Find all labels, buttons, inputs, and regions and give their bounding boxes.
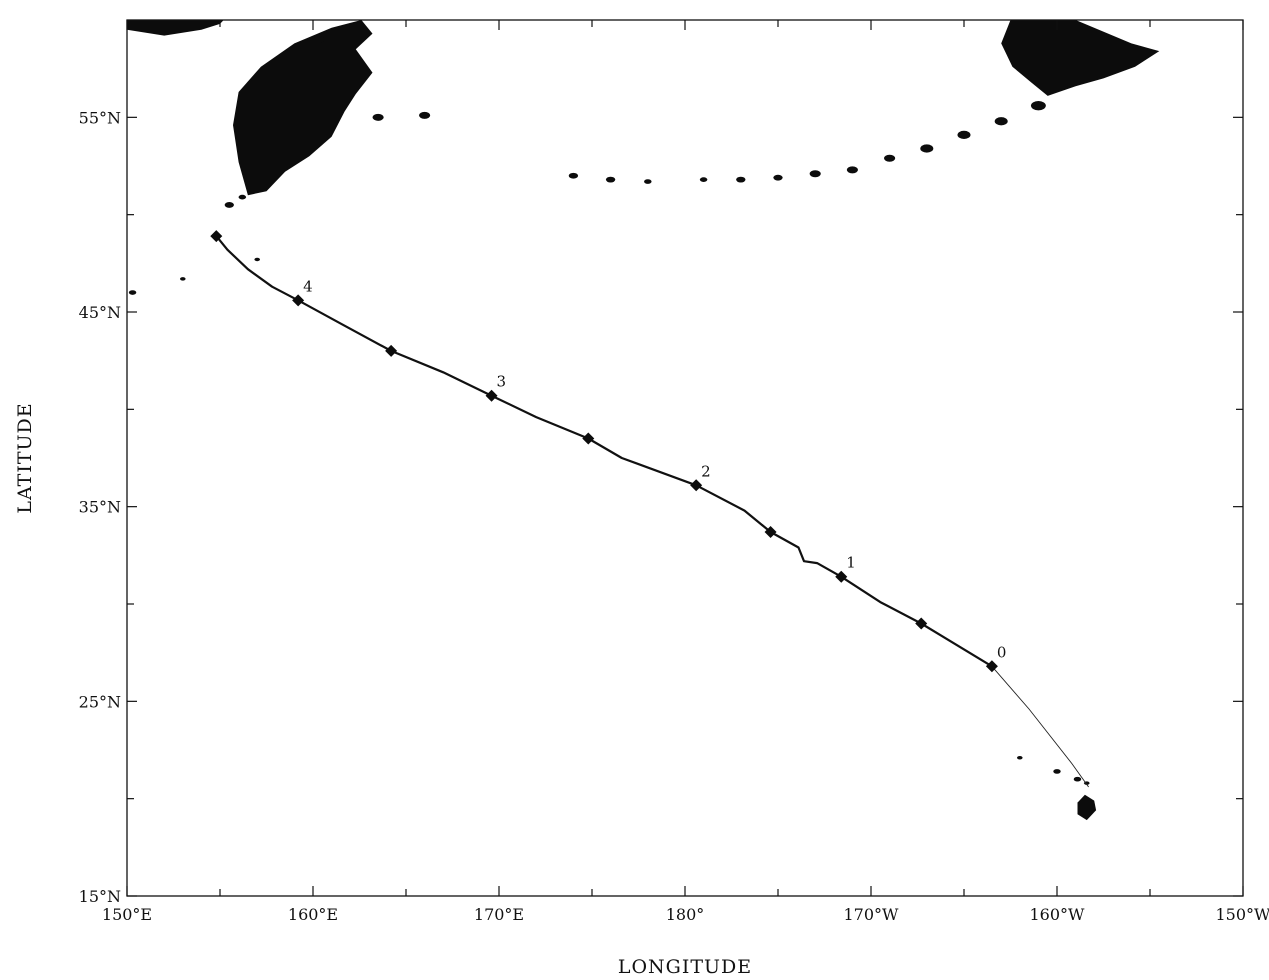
hawaii-island xyxy=(1077,794,1097,821)
island xyxy=(254,257,260,262)
okhotsk-coast-landmass xyxy=(127,20,224,36)
x-axis-title: LONGITUDE xyxy=(618,956,752,978)
island xyxy=(809,170,821,178)
track-day-label: 0 xyxy=(997,643,1007,661)
track-marker xyxy=(985,660,998,673)
track-day-label: 3 xyxy=(497,373,507,391)
x-tick-label: 170°E xyxy=(474,905,524,924)
y-tick-label: 45°N xyxy=(79,303,121,322)
island xyxy=(238,194,247,200)
track-marker xyxy=(915,617,928,630)
x-tick-label: 160°W xyxy=(1030,905,1086,924)
x-tick-label: 170°W xyxy=(844,905,900,924)
y-tick-label: 35°N xyxy=(79,498,121,517)
track-marker xyxy=(485,389,498,402)
island xyxy=(372,113,384,121)
x-tick-label: 150°W xyxy=(1216,905,1269,924)
island xyxy=(736,176,746,183)
island xyxy=(1030,100,1046,111)
y-axis-title: LATITUDE xyxy=(14,402,36,513)
island xyxy=(994,117,1008,126)
track-marker xyxy=(764,525,777,538)
island xyxy=(1073,776,1082,782)
island xyxy=(644,179,652,184)
track-line xyxy=(215,235,993,668)
y-tick-label: 25°N xyxy=(79,692,121,711)
x-tick-label: 160°E xyxy=(288,905,338,924)
track-marker xyxy=(292,294,305,307)
track-marker xyxy=(385,344,398,357)
y-tick-label: 55°N xyxy=(79,108,121,127)
alaska-landmass xyxy=(1001,20,1160,96)
island xyxy=(568,172,579,179)
island xyxy=(846,166,858,174)
island xyxy=(773,174,783,181)
island xyxy=(313,35,325,43)
axis-tick-labels: 150°E 160°E 170°E 180° 170°W 160°W 150°W15°N25… xyxy=(79,108,1269,924)
x-tick-label: 150°E xyxy=(102,905,152,924)
island xyxy=(224,202,234,208)
island xyxy=(957,130,971,139)
island xyxy=(180,277,186,281)
land-masses xyxy=(127,20,1160,821)
track-marker xyxy=(582,432,595,445)
island xyxy=(605,176,616,183)
drifter-track: 4 3 2 1 0 xyxy=(210,230,1089,788)
track-marker xyxy=(835,570,848,583)
island xyxy=(1053,769,1061,774)
y-tick-label: 15°N xyxy=(79,887,121,906)
kamchatka-landmass xyxy=(233,20,373,196)
track-tail-line xyxy=(991,666,1089,788)
track-day-label: 4 xyxy=(303,277,313,295)
x-tick-label: 180° xyxy=(666,905,705,924)
track-marker xyxy=(690,479,703,492)
island xyxy=(1017,756,1023,760)
plot-frame xyxy=(126,19,1244,897)
island xyxy=(699,177,708,182)
island xyxy=(920,144,934,153)
track-marker xyxy=(210,230,223,243)
island xyxy=(128,290,137,295)
island xyxy=(419,111,431,119)
track-day-label: 1 xyxy=(846,554,856,572)
track-day-label: 2 xyxy=(701,462,711,480)
island xyxy=(884,154,896,162)
